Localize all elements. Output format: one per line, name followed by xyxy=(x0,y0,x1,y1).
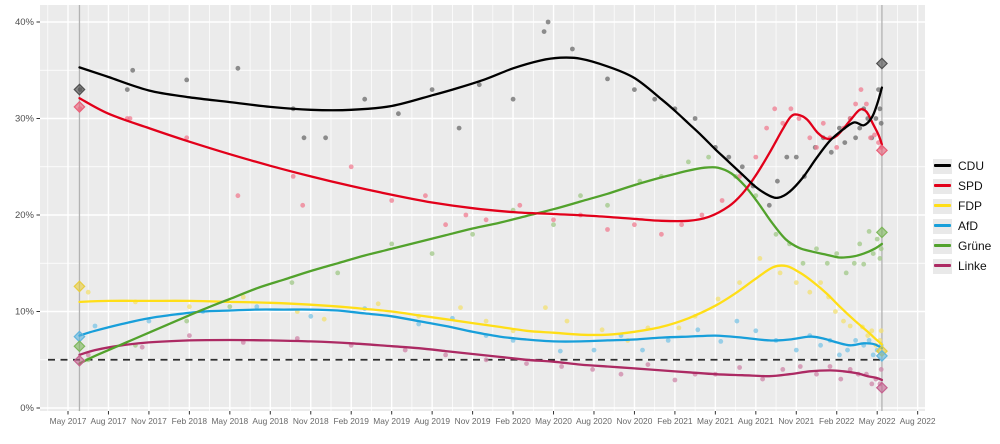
y-tick-label: 40% xyxy=(15,17,35,28)
legend-key-swatch xyxy=(933,218,952,234)
y-tick-label: 0% xyxy=(20,403,34,414)
y-tick-label: 20% xyxy=(15,210,35,221)
trend-line-CDU xyxy=(78,56,884,200)
legend-item-FDP: FDP xyxy=(933,196,991,216)
poll-dots-AfD xyxy=(92,304,884,358)
poll-dots-SPD xyxy=(77,87,884,237)
x-tick-label: May 2022 xyxy=(859,416,896,426)
legend-item-SPD: SPD xyxy=(933,176,991,196)
legend-item-Linke: Linke xyxy=(933,256,991,276)
x-axis: May 2017 Aug 2017 Nov 2017 Feb 2018 May 2018… xyxy=(50,411,936,426)
legend-label: Grüne xyxy=(958,239,992,253)
x-tick-label: May 2019 xyxy=(373,416,410,426)
legend-key-swatch xyxy=(933,238,952,254)
legend-key-swatch xyxy=(933,258,952,274)
x-tick-label: Aug 2021 xyxy=(738,416,774,426)
x-tick-label: Aug 2020 xyxy=(576,416,612,426)
x-tick-label: Nov 2020 xyxy=(617,416,653,426)
legend-item-CDU: CDU xyxy=(933,156,991,176)
legend: CDU SPD FDP AfD Grüne Linke xyxy=(933,156,991,276)
x-tick-label: Feb 2021 xyxy=(657,416,693,426)
legend-key-swatch xyxy=(933,198,952,214)
legend-label: SPD xyxy=(958,179,983,193)
x-tick-label: May 2021 xyxy=(697,416,734,426)
x-tick-label: Feb 2019 xyxy=(334,416,370,426)
gridlines-minor xyxy=(40,5,925,411)
x-tick-label: May 2020 xyxy=(535,416,572,426)
x-tick-label: Nov 2021 xyxy=(778,416,814,426)
legend-item-AfD: AfD xyxy=(933,216,991,236)
legend-label: Linke xyxy=(958,259,987,273)
y-axis: 0% 10% 20% 30% 40% xyxy=(15,17,40,414)
legend-key-swatch xyxy=(933,178,952,194)
legend-label: AfD xyxy=(958,219,979,233)
trend-line-AfD xyxy=(78,308,884,350)
x-tick-label: Feb 2022 xyxy=(819,416,855,426)
x-tick-label: Feb 2018 xyxy=(172,416,208,426)
legend-label: FDP xyxy=(958,199,982,213)
plot-panel xyxy=(40,5,925,411)
poll-dots-FDP xyxy=(85,256,884,348)
trend-line-Linke xyxy=(78,338,884,382)
y-tick-label: 30% xyxy=(15,114,35,125)
trend-line-Grüne xyxy=(78,166,884,365)
legend-key-swatch xyxy=(933,158,952,174)
x-tick-label: Nov 2018 xyxy=(293,416,329,426)
trend-line-FDP xyxy=(78,264,884,346)
x-tick-label: Aug 2022 xyxy=(900,416,936,426)
x-tick-label: Aug 2019 xyxy=(414,416,450,426)
x-tick-label: May 2018 xyxy=(211,416,248,426)
legend-item-Grüne: Grüne xyxy=(933,236,991,256)
legend-label: CDU xyxy=(958,159,984,173)
x-tick-label: Aug 2018 xyxy=(252,416,288,426)
y-tick-label: 10% xyxy=(15,307,35,318)
x-tick-label: Feb 2020 xyxy=(495,416,531,426)
election-result-markers xyxy=(73,57,888,394)
x-tick-label: May 2017 xyxy=(50,416,87,426)
x-tick-label: Aug 2017 xyxy=(91,416,127,426)
x-tick-label: Nov 2017 xyxy=(131,416,167,426)
x-tick-label: Nov 2019 xyxy=(455,416,491,426)
